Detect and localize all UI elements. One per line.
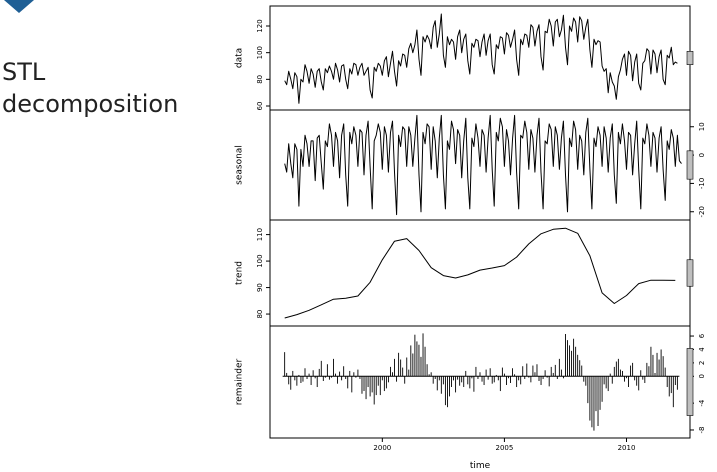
- panel-seasonal: -20 -10 0 10 seasonal: [235, 109, 706, 221]
- slide-title: STL decomposition: [2, 56, 178, 120]
- ytick-label-trend: 100: [256, 254, 264, 267]
- ytick-label-remainder: 0: [698, 374, 706, 378]
- ytick-label-remainder: -4: [698, 399, 706, 407]
- xtick-label: 2005: [496, 444, 514, 452]
- panel-label-trend: trend: [235, 261, 245, 285]
- trend-series-line: [284, 227, 676, 319]
- ytick-label-trend: 110: [256, 228, 264, 241]
- ytick-label-data: 80: [256, 75, 264, 84]
- data-series-line: [284, 13, 678, 104]
- panel-frame-remainder: [269, 325, 691, 439]
- x-axis-label: time: [470, 461, 491, 471]
- ytick-label-seasonal: 0: [698, 153, 706, 157]
- ytick-label-seasonal: -20: [698, 206, 706, 217]
- ytick-label-remainder: -8: [698, 426, 706, 433]
- scale-bar-seasonal: [686, 150, 694, 180]
- scale-bar-data: [686, 51, 694, 65]
- panel-trend: 80 90 100 110 trend: [235, 219, 694, 327]
- ytick-label-remainder: 4: [698, 347, 706, 352]
- panel-label-seasonal: seasonal: [235, 145, 245, 185]
- slide-title-line-2: decomposition: [2, 90, 179, 118]
- ytick-label-trend: 80: [256, 310, 264, 319]
- seasonal-series-line: [284, 114, 682, 216]
- xtick-label: 2000: [373, 444, 391, 452]
- slide-corner-ribbon-icon: [4, 0, 34, 13]
- ytick-label-seasonal: 10: [698, 122, 706, 131]
- scale-bar-remainder: [686, 348, 694, 416]
- panel-data: 60 80 100 120 data: [235, 5, 694, 111]
- ytick-label-trend: 90: [256, 283, 264, 292]
- ytick-label-remainder: 6: [698, 333, 706, 338]
- ytick-label-data: 60: [256, 102, 264, 111]
- slide-title-line-1: STL: [2, 58, 46, 86]
- panel-label-data: data: [235, 48, 245, 68]
- panel-frame-data: [269, 5, 691, 111]
- xtick-label: 2010: [618, 444, 636, 452]
- panel-frame-trend: [269, 219, 691, 327]
- panel-label-remainder: remainder: [235, 358, 245, 405]
- ytick-label-seasonal: -10: [698, 178, 706, 189]
- ytick-label-data: 120: [256, 19, 264, 32]
- ytick-label-remainder: 2: [698, 361, 706, 365]
- scale-bar-trend: [686, 259, 694, 287]
- panel-remainder: -8 -4 0 2 4 6 remainder: [235, 325, 706, 439]
- ytick-label-data: 100: [256, 46, 264, 59]
